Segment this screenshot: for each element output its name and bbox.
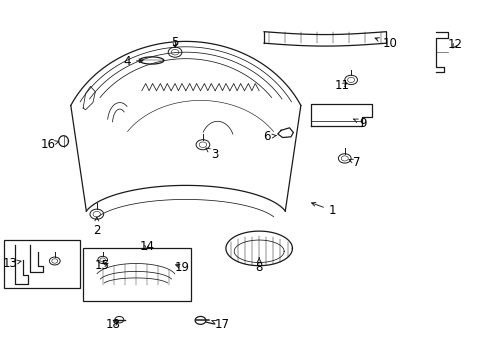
Text: 3: 3 bbox=[205, 148, 219, 161]
Text: 15: 15 bbox=[94, 259, 109, 272]
Bar bbox=[4, 240, 80, 288]
Text: 4: 4 bbox=[123, 55, 142, 68]
Text: 8: 8 bbox=[255, 258, 263, 274]
Text: 10: 10 bbox=[374, 37, 397, 50]
Text: 13: 13 bbox=[2, 257, 21, 270]
Text: 19: 19 bbox=[174, 261, 189, 274]
Text: 5: 5 bbox=[171, 36, 179, 49]
Text: 11: 11 bbox=[334, 79, 349, 92]
Text: 2: 2 bbox=[93, 217, 101, 237]
Text: 7: 7 bbox=[348, 156, 360, 169]
Text: 1: 1 bbox=[311, 202, 336, 217]
Text: 18: 18 bbox=[106, 318, 121, 331]
Text: 12: 12 bbox=[447, 39, 461, 51]
Text: 14: 14 bbox=[139, 240, 154, 253]
Text: 6: 6 bbox=[262, 130, 276, 143]
Text: 17: 17 bbox=[211, 318, 229, 331]
Bar bbox=[83, 248, 190, 301]
Text: 16: 16 bbox=[41, 138, 59, 151]
Text: 9: 9 bbox=[353, 117, 366, 130]
